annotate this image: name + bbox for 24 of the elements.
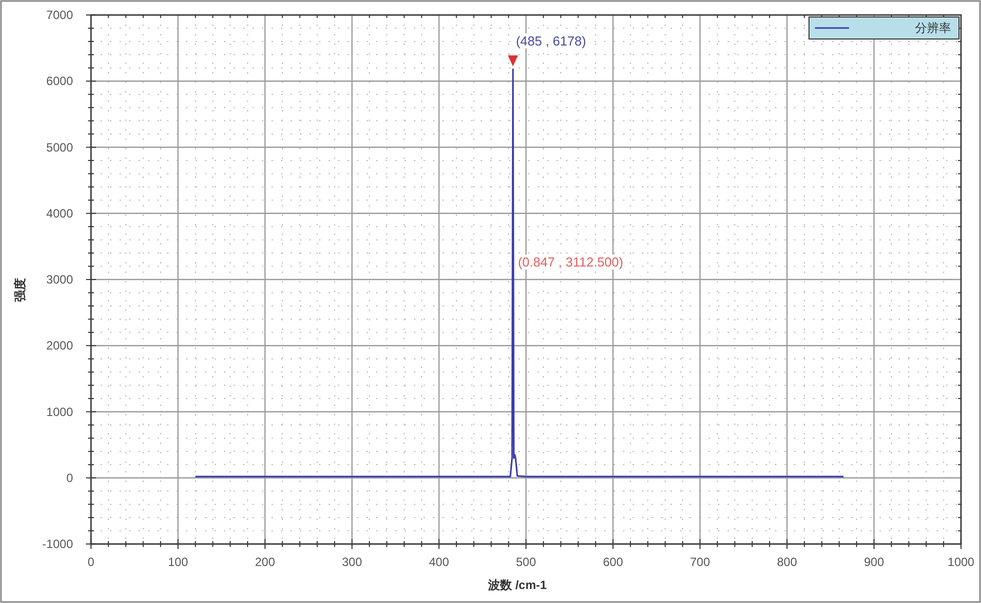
x-tick-label: 900: [864, 555, 884, 569]
x-tick-label: 300: [342, 555, 362, 569]
y-tick-label: 6000: [46, 74, 74, 88]
y-tick-label: 0: [66, 470, 74, 485]
y-tick-label: -1000: [42, 537, 74, 551]
y-tick-label: 1000: [46, 404, 74, 419]
x-tick-label: 0: [88, 555, 95, 569]
x-tick-label: 600: [602, 555, 624, 569]
x-tick-label: 100: [168, 555, 188, 569]
annotation: (0.847 , 3112.500): [518, 254, 624, 270]
x-axis-title: 波数 /cm-1: [487, 578, 548, 592]
y-tick-label: 5000: [46, 140, 74, 154]
x-tick-label: 700: [690, 555, 710, 569]
y-tick-label: 3000: [46, 272, 74, 286]
y-tick-label: 2000: [46, 338, 74, 353]
x-tick-label: 400: [428, 555, 450, 569]
annotation: (485 , 6178): [516, 33, 586, 48]
x-tick-label: 1000: [948, 555, 975, 569]
x-tick-label: 200: [254, 555, 276, 569]
y-axis-title: 强度: [13, 278, 27, 302]
y-tick-label: 7000: [46, 8, 74, 22]
x-tick-label: 800: [776, 555, 798, 569]
x-tick-label: 500: [516, 555, 536, 569]
y-tick-label: 4000: [46, 206, 74, 220]
